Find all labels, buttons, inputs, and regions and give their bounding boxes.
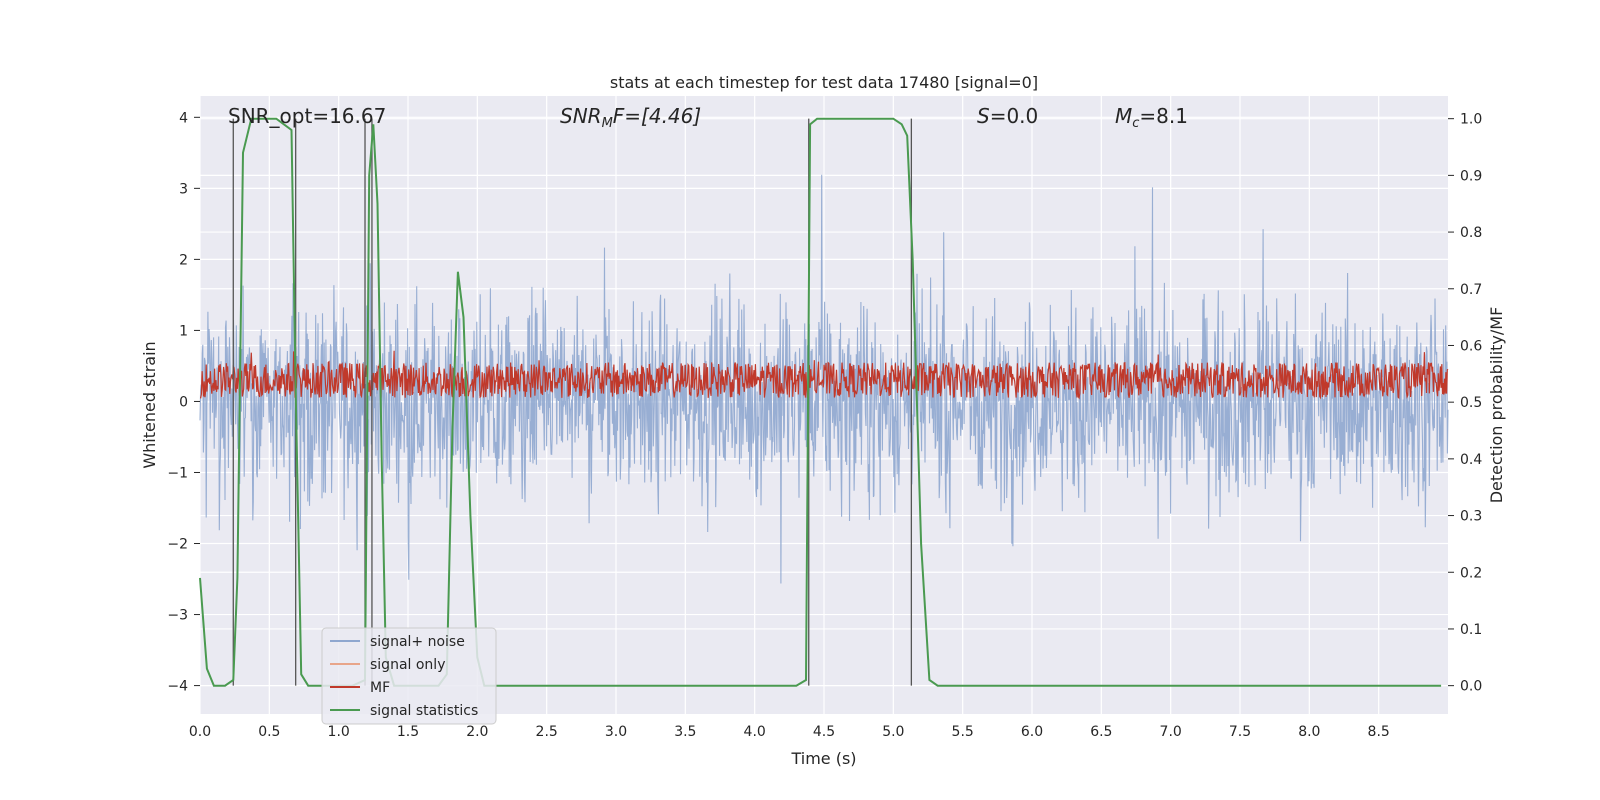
y2-tick-label: 1.0: [1460, 112, 1482, 128]
s-annotation: S=0.0: [977, 104, 1038, 128]
y-tick-label: 0: [179, 394, 188, 410]
legend-label-signal-only: signal only: [370, 657, 445, 673]
x-axis-ticks: 0.0 0.5 1.0 1.5 2.0 2.5 3.0 3.5 4.0 4.5 5.0 5.5 6.0 6…: [189, 724, 1390, 740]
y-tick-label: −2: [167, 537, 188, 553]
x-tick-label: 8.5: [1368, 724, 1390, 740]
y2-tick-label: 0.9: [1460, 168, 1482, 184]
legend-label-mf: MF: [370, 680, 390, 696]
y-tick-label: −4: [167, 679, 188, 695]
x-tick-label: 7.0: [1160, 724, 1182, 740]
y-axis-label: Whitened strain: [140, 341, 159, 468]
x-tick-label: 4.0: [744, 724, 766, 740]
y2-tick-label: 0.4: [1460, 452, 1482, 468]
legend: signal+ noise signal only MF signal stat…: [321, 627, 497, 725]
x-tick-label: 1.0: [328, 724, 350, 740]
y-axis-ticks: 4 3 2 1 0 −1 −2 −3 −4: [167, 110, 200, 695]
x-tick-label: 8.0: [1298, 724, 1320, 740]
mf-line: [199, 350, 1449, 400]
x-tick-label: 6.5: [1090, 724, 1112, 740]
y2-tick-label: 0.7: [1460, 282, 1482, 298]
y2-tick-label: 0.0: [1460, 679, 1482, 695]
x-tick-label: 0.0: [189, 724, 211, 740]
x-tick-label: 0.5: [258, 724, 280, 740]
y2-tick-label: 0.8: [1460, 225, 1482, 241]
y-tick-label: 4: [179, 110, 188, 126]
y2-tick-label: 0.1: [1460, 622, 1482, 638]
y-tick-label: −1: [167, 465, 188, 481]
x-axis-label: Time (s): [790, 749, 856, 768]
x-tick-label: 6.0: [1021, 724, 1043, 740]
y2-axis-label: Detection probability/MF: [1487, 307, 1506, 504]
chart-title: stats at each timestep for test data 174…: [610, 73, 1038, 92]
legend-box: [321, 627, 497, 725]
y2-tick-label: 0.5: [1460, 395, 1482, 411]
y2-tick-label: 0.6: [1460, 338, 1482, 354]
x-tick-label: 3.5: [674, 724, 696, 740]
y2-tick-label: 0.3: [1460, 509, 1482, 525]
snr-mf-annotation: SNRMF=[4.46]: [560, 104, 701, 131]
mf-series: [199, 350, 1449, 400]
mc-annotation: Mc=8.1: [1115, 104, 1188, 131]
x-tick-label: 2.0: [466, 724, 488, 740]
x-tick-label: 7.5: [1229, 724, 1251, 740]
x-tick-label: 3.0: [605, 724, 627, 740]
x-tick-label: 4.5: [813, 724, 835, 740]
x-tick-label: 1.5: [397, 724, 419, 740]
x-tick-label: 5.0: [882, 724, 904, 740]
y2-tick-label: 0.2: [1460, 565, 1482, 581]
y2-axis-ticks: 1.0 0.9 0.8 0.7 0.6 0.5 0.4 0.3 0.2 0.1 0.0: [1448, 112, 1482, 695]
legend-label-signal-noise: signal+ noise: [370, 634, 465, 650]
snr-opt-annotation: SNR_opt=16.67: [228, 104, 386, 128]
x-tick-label: 5.5: [952, 724, 974, 740]
y-tick-label: 2: [179, 252, 188, 268]
x-tick-label: 2.5: [536, 724, 558, 740]
y-tick-label: 1: [179, 323, 188, 339]
y-tick-label: −3: [167, 608, 188, 624]
legend-label-signal-statistics: signal statistics: [370, 703, 478, 719]
y-tick-label: 3: [179, 181, 188, 197]
